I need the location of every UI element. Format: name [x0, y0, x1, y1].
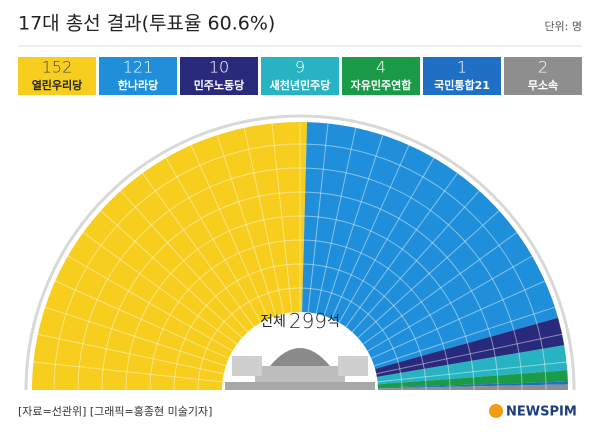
legend-value: 2: [538, 58, 548, 77]
seat-grid: [362, 232, 518, 345]
building-icon: [225, 348, 375, 390]
seat-grid: [374, 306, 556, 367]
source: [자료=선관위] [그래픽=홍종현 미술기자]: [18, 404, 212, 418]
chart-title: 17대 총선 결과(투표율 60.6%): [18, 13, 275, 35]
seat-chart: [24, 114, 576, 391]
seat-grid: [142, 172, 255, 328]
seat-grid: [345, 172, 458, 328]
legend-box: [18, 57, 96, 95]
seat-grid: [351, 190, 480, 333]
logo-icon: [489, 404, 503, 418]
seat-grid: [37, 333, 224, 375]
seat-grid: [100, 210, 243, 339]
seat-grid: [323, 134, 384, 316]
seat-wedge: [377, 384, 568, 390]
legend-label: 무소속: [528, 79, 558, 92]
legend-value: 152: [42, 58, 73, 77]
seat-grid: [173, 263, 427, 391]
seat-grid: [338, 157, 435, 323]
legend-value: 4: [376, 58, 386, 77]
legend-value: 121: [123, 58, 154, 77]
unit-label: 단위: 명: [544, 20, 582, 33]
legend-box: [261, 57, 339, 95]
seat-grid: [165, 157, 262, 323]
legend-label: 새천년민주당: [270, 78, 331, 92]
seat-grid: [33, 361, 223, 383]
seat-grid: [216, 134, 277, 316]
total-value: 299: [289, 309, 327, 333]
seat-grid: [271, 123, 293, 313]
seat-grid: [243, 127, 285, 314]
total-suffix: 석: [327, 314, 340, 330]
legend-box: [423, 57, 501, 95]
legend-label: 민주노동당: [194, 78, 245, 92]
seat-grid: [371, 280, 546, 359]
legend-box: [99, 57, 177, 95]
legend-value: 10: [209, 58, 229, 77]
seat-wedge: [302, 122, 559, 369]
total-prefix: 전체: [260, 314, 286, 330]
seat-grid: [149, 239, 451, 391]
legend-value: 1: [457, 58, 467, 77]
seat-grid: [377, 361, 567, 383]
logo: NEWSPIM: [506, 405, 577, 420]
seat-grid: [367, 255, 533, 352]
seat-grid: [190, 144, 269, 319]
seat-grid: [197, 287, 403, 391]
legend-box: [180, 57, 258, 95]
seat-wedge: [375, 317, 565, 377]
seat-grid: [53, 143, 547, 391]
seat-grid: [77, 167, 523, 391]
seat-grid: [331, 144, 410, 319]
seat-grid: [357, 210, 500, 339]
seat-wedge: [376, 345, 568, 385]
seat-wedge: [377, 381, 568, 389]
seat-wedge: [377, 370, 568, 388]
outer-ring: [24, 114, 576, 391]
seat-grid: [120, 190, 249, 333]
seat-grid: [54, 280, 229, 359]
seat-grid: [44, 306, 226, 367]
seat-grid: [307, 123, 329, 313]
total-label: 전체 299석: [260, 309, 340, 333]
legend-label: 국민통합21: [434, 78, 490, 92]
legend-label: 한나라당: [118, 78, 158, 92]
legend-label: 열린우리당: [32, 78, 83, 92]
seat-grid: [101, 191, 499, 391]
seat-grid: [82, 232, 238, 345]
legend-box: [504, 57, 582, 95]
legend-value: 9: [295, 58, 305, 77]
seat-grid: [376, 333, 563, 375]
legend-label: 자유민주연합: [351, 78, 412, 92]
seat-grid: [67, 255, 233, 352]
seat-grid: [315, 127, 357, 314]
seat-wedge: [32, 122, 308, 390]
legend-box: [342, 57, 420, 95]
seat-grid: [125, 215, 475, 391]
